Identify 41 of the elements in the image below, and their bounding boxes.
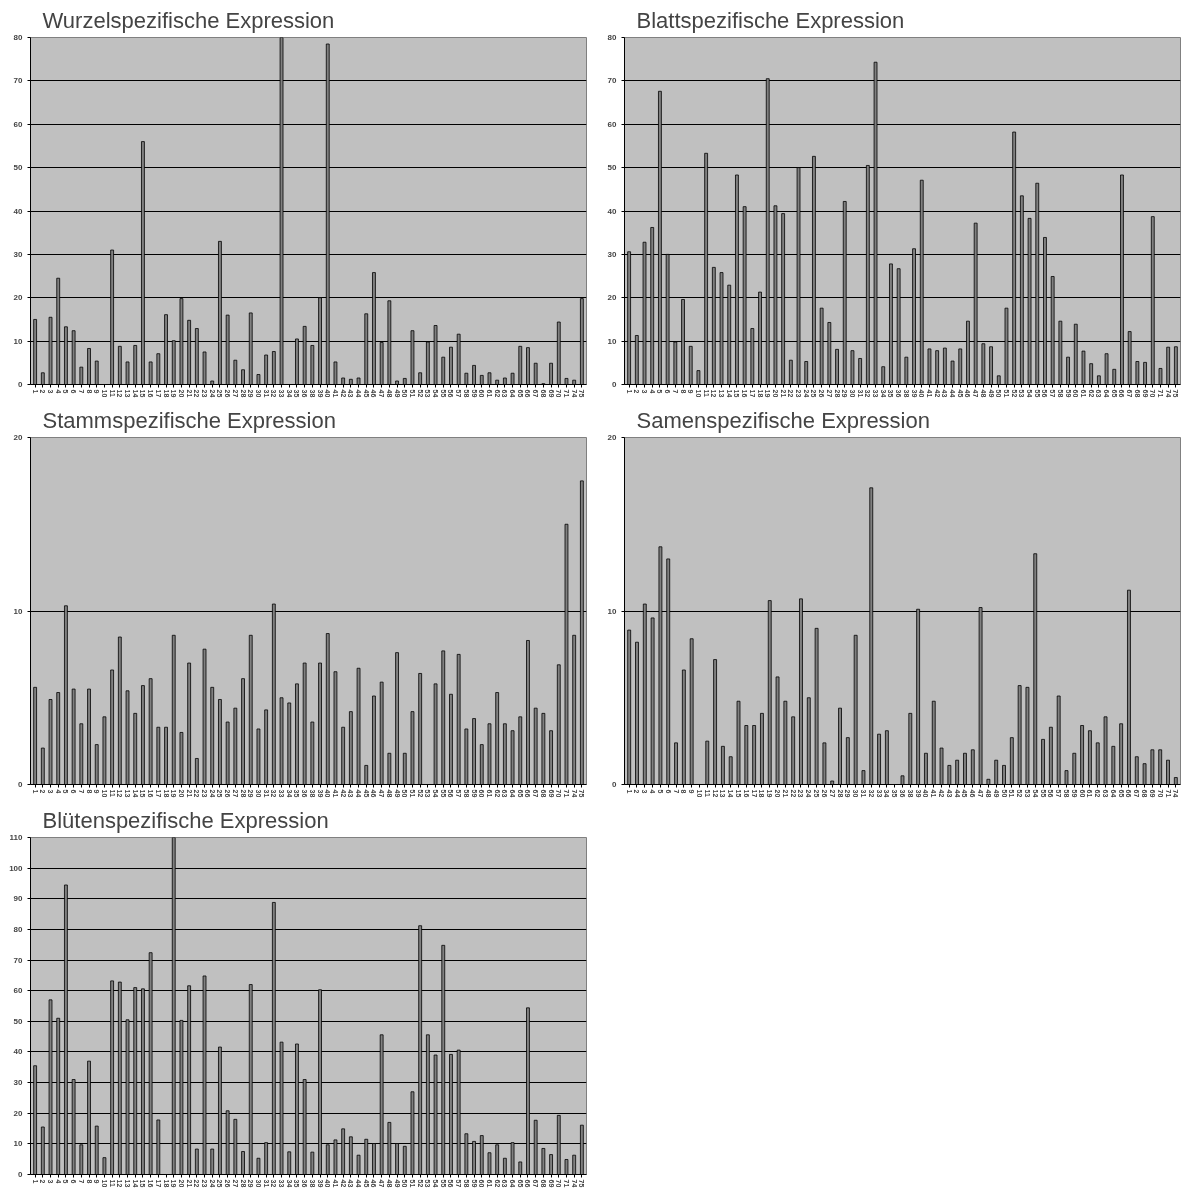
y-tick-label: 70	[13, 955, 24, 965]
y-tick-label: 20	[13, 1108, 24, 1118]
y-tick-label: 0	[18, 380, 24, 389]
y-tick-label: 70	[607, 76, 618, 86]
y-tick-label: 20	[607, 433, 618, 442]
y-tick-label: 40	[13, 1047, 24, 1057]
y-tick-label: 110	[9, 833, 24, 842]
y-tick-label: 30	[13, 1078, 24, 1088]
y-tick-label: 100	[9, 863, 24, 873]
chart-title: Blattspezifische Expression	[636, 7, 905, 33]
y-tick-label: 40	[13, 206, 24, 216]
y-tick-label: 70	[13, 76, 24, 86]
y-tick-label: 10	[13, 606, 24, 616]
y-tick-label: 0	[18, 780, 24, 789]
y-tick-label: 90	[13, 894, 24, 904]
y-tick-label: 60	[607, 119, 618, 129]
chart-title: Samenspezifische Expression	[636, 407, 930, 433]
y-tick-label: 20	[607, 293, 618, 303]
y-tick-label: 60	[13, 986, 24, 996]
y-tick-label: 80	[607, 33, 618, 42]
y-tick-label: 0	[18, 1170, 24, 1179]
y-tick-label: 20	[13, 433, 24, 442]
y-tick-label: 10	[13, 336, 24, 346]
chart-title: Blütenspezifische Expression	[42, 807, 329, 833]
y-tick-label: 0	[612, 780, 618, 789]
y-tick-label: 50	[13, 163, 24, 173]
y-tick-label: 80	[13, 924, 24, 934]
y-tick-label: 50	[13, 1016, 24, 1026]
y-tick-label: 10	[13, 1139, 24, 1149]
y-tick-label: 50	[607, 163, 618, 173]
chart-title: Wurzelspezifische Expression	[42, 7, 335, 33]
y-tick-label: 80	[13, 33, 24, 42]
chart-title: Stammspezifische Expression	[42, 407, 336, 433]
y-tick-label: 20	[13, 293, 24, 303]
y-tick-label: 10	[607, 336, 618, 346]
y-tick-label: 40	[607, 206, 618, 216]
y-tick-label: 30	[607, 249, 618, 259]
y-tick-label: 30	[13, 249, 24, 259]
y-tick-label: 10	[607, 606, 618, 616]
y-tick-label: 0	[612, 380, 618, 389]
y-tick-label: 60	[13, 119, 24, 129]
